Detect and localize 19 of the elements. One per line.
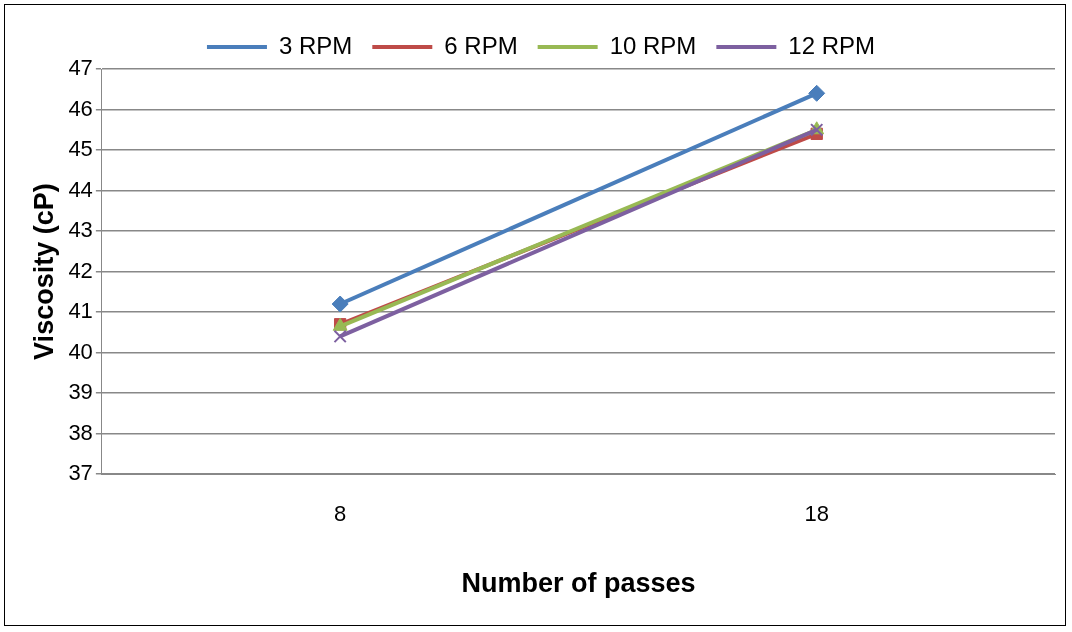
y-tick-label: 44 xyxy=(68,176,93,202)
y-tick-label: 45 xyxy=(68,136,93,162)
legend-label: 10 RPM xyxy=(609,31,697,59)
legend-label: 6 RPM xyxy=(444,31,518,59)
y-tick-label: 46 xyxy=(68,95,93,121)
x-axis-title: Number of passes xyxy=(461,568,696,599)
y-tick-label: 47 xyxy=(68,55,93,81)
x-tick-label: 18 xyxy=(804,501,829,527)
y-tick-label: 37 xyxy=(68,460,93,486)
legend-label: 12 RPM xyxy=(788,31,876,59)
y-axis-title: Viscosity (cP) xyxy=(28,183,59,360)
legend-label: 3 RPM xyxy=(278,31,353,59)
y-tick-label: 38 xyxy=(68,419,93,445)
y-tick-label: 41 xyxy=(68,298,93,324)
y-tick-label: 42 xyxy=(68,257,93,283)
y-tick-label: 39 xyxy=(68,379,93,405)
y-tick-label: 43 xyxy=(68,217,93,243)
y-tick-label: 40 xyxy=(68,338,93,364)
x-tick-label: 8 xyxy=(334,501,347,527)
